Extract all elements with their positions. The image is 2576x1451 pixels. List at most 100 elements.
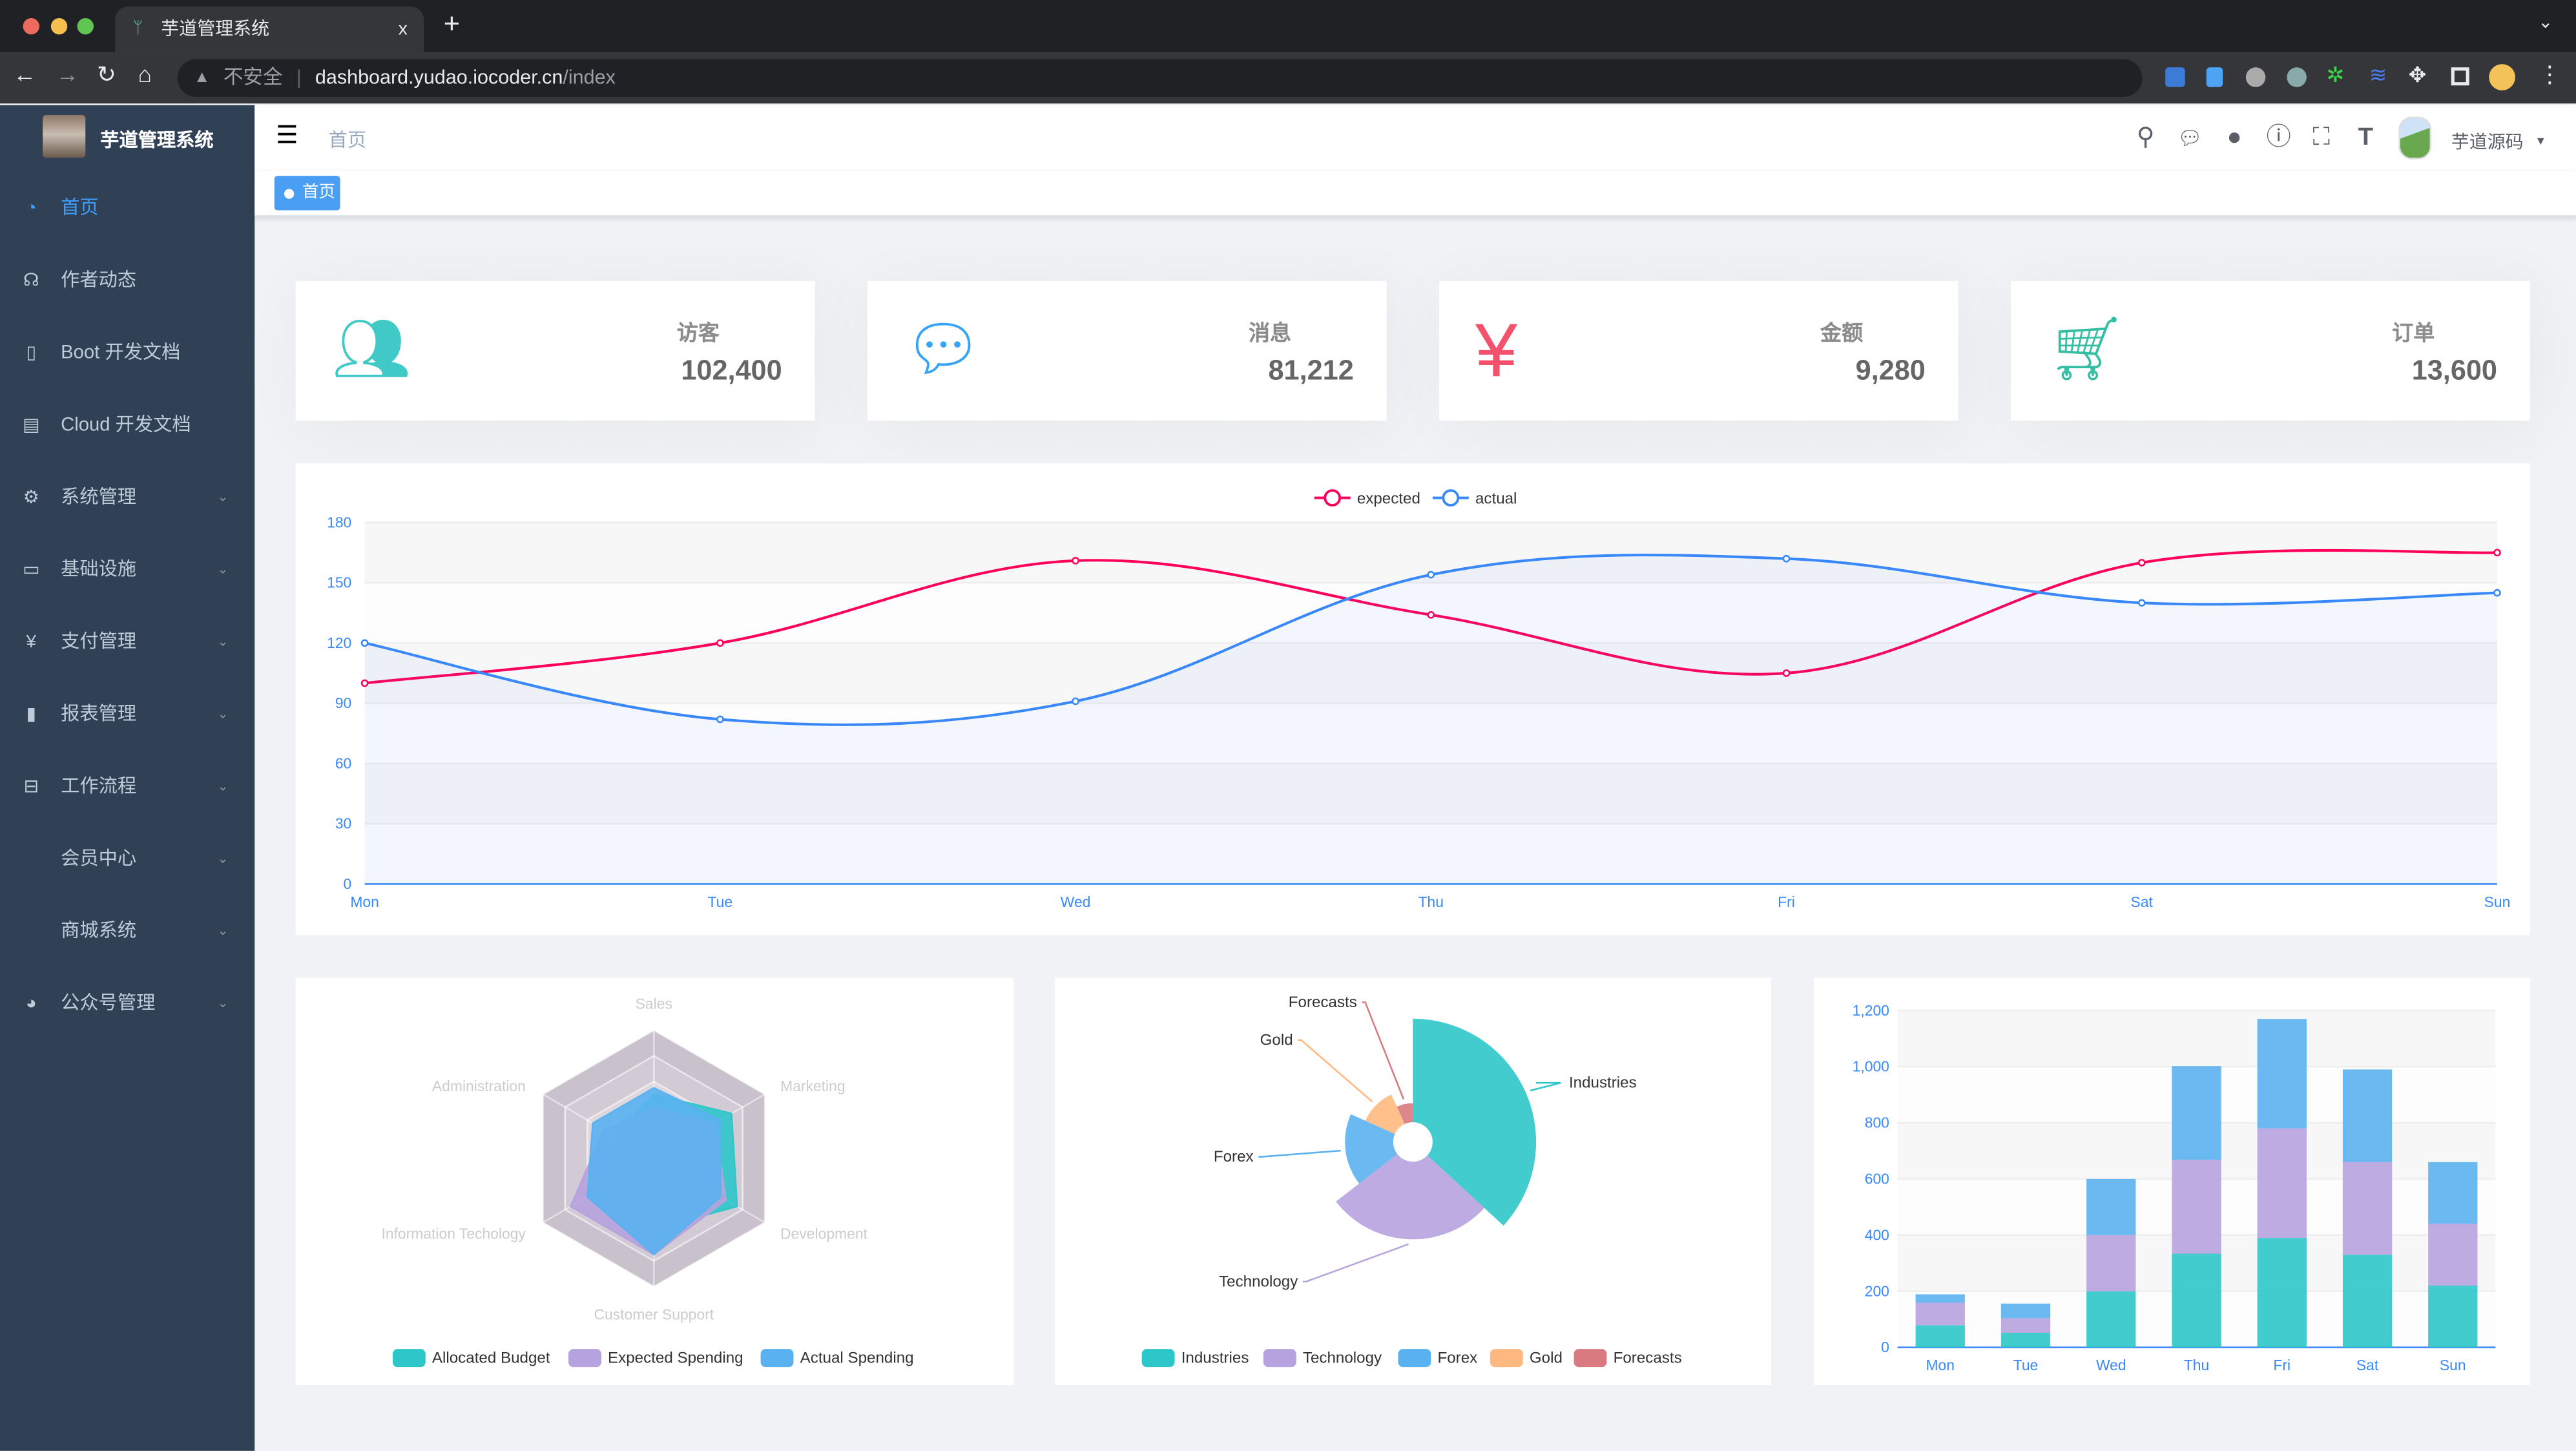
y-tick-label: 180 [327,514,351,530]
extension-icon[interactable] [2287,67,2307,87]
sidebar-item-10[interactable]: 商城系统 ⌄ [0,895,254,968]
stat-card-3[interactable]: 🛒︎ 订单 13,600 [2011,280,2530,421]
y-tick-label: 0 [344,875,352,892]
extension-icon[interactable] [2165,67,2185,87]
y-tick-label: 0 [1881,1339,1889,1355]
split-area [1897,1010,2496,1067]
bar-Fri-1 [2257,1128,2307,1238]
legend-swatch [1490,1349,1523,1368]
address-bar[interactable]: ▲ 不安全 | dashboard.yudao.iocoder.cn/index [177,59,2143,98]
x-tick-label: Sat [2356,1357,2379,1373]
y-tick-label: 400 [1865,1226,1889,1243]
sidebar-item-1[interactable]: ☊ 作者动态 [0,245,254,317]
line-chart-panel: 0 30 60 90 120 150 180 Mon Tue Wed Thu Fri Sat Sun exp… [295,463,2530,935]
close-tab-button[interactable]: x [398,19,408,40]
data-point-expected [2493,548,2501,557]
chevron-down-icon: ⌄ [217,634,229,649]
legend-swatch [1141,1349,1175,1368]
forward-icon[interactable]: → [56,61,79,87]
sidebar-item-3[interactable]: ▤ Cloud 开发文档 [0,390,254,462]
sidebar-item-4[interactable]: ⚙ 系统管理 ⌄ [0,462,254,534]
sidebar-item-2[interactable]: ▯ Boot 开发文档 [0,317,254,390]
close-window-button[interactable] [23,17,40,35]
tag-home[interactable]: 首页 [274,176,340,211]
user-name[interactable]: 芋道源码 [2451,133,2524,153]
x-tick-label: Mon [1926,1357,1955,1373]
sidebar-item-0[interactable]: ◔ 首页 [0,172,254,245]
search-icon[interactable]: ⚲ [2136,123,2155,151]
menu-icon[interactable]: ⋮ [2538,61,2562,87]
monitor-icon: ▭ [23,560,40,580]
stat-card-1[interactable]: 💬︎ 消息 81,212 [867,280,1387,421]
legend-label: Industries [1181,1350,1249,1367]
legend-label: Allocated Budget [432,1350,550,1367]
extension-icon[interactable] [2245,67,2266,87]
radar-indicator-label: Administration [432,1078,526,1094]
sidebar-item-11[interactable]: ◕ 公众号管理 ⌄ [0,968,254,1040]
bar-chart-icon: ▮ [26,705,37,725]
new-tab-button[interactable]: + [443,8,460,40]
chevron-down-icon: ⌄ [217,706,229,722]
bar-Thu-1 [2172,1160,2221,1254]
extension-icon[interactable]: ✲ [2326,62,2345,87]
pie-slice-Forecasts [1397,1103,1413,1124]
data-point-actual [360,639,369,647]
favicon-icon: ᛘ [133,19,143,38]
extension-icon[interactable] [2206,67,2223,87]
sidebar-item-8[interactable]: ⊟ 工作流程 ⌄ [0,751,254,823]
chevron-down-icon: ⌄ [217,561,229,577]
y-tick-label: 120 [327,634,351,651]
sidebar-item-5[interactable]: ▭ 基础设施 ⌄ [0,534,254,607]
active-dot-icon [284,189,295,199]
legend-label: Gold [1530,1350,1563,1367]
sidebar-item-label: 基础设施 [61,560,137,580]
github-icon[interactable]: ● [2227,123,2242,151]
caret-down-icon[interactable]: ▼ [2535,136,2547,148]
legend-label: Expected Spending [608,1350,743,1367]
line-chart: 0 30 60 90 120 150 180 Mon Tue Wed Thu Fri Sat Sun exp… [327,489,2510,910]
home-icon[interactable]: ⌂ [138,61,152,87]
profile-avatar[interactable] [2489,64,2515,90]
sidebar-item-6[interactable]: ¥ 支付管理 ⌄ [0,607,254,679]
fullscreen-icon[interactable]: ⛶ [2312,123,2331,151]
stat-card-2[interactable]: ¥ 金额 9,280 [1439,280,1958,421]
card-value: 13,600 [2411,355,2497,386]
y-tick-label: 150 [327,574,351,591]
help-icon[interactable]: ⓘ [2266,123,2291,151]
sidebar-item-9[interactable]: 会员中心 ⌄ [0,823,254,895]
tab-search-icon[interactable]: ⌄ [2537,13,2553,33]
y-tick-label: 600 [1865,1171,1889,1187]
reload-icon[interactable]: ↻ [97,61,116,87]
card-value: 81,212 [1268,355,1354,386]
hamburger-icon[interactable]: ☰ [276,121,298,150]
data-point-actual [1427,570,1435,579]
maximize-window-button[interactable] [77,17,94,35]
side-panel-icon[interactable] [2451,67,2469,86]
data-point-expected [1782,669,1791,677]
bar-Mon-0 [1915,1325,1965,1348]
y-tick-label: 30 [335,815,351,832]
extensions-puzzle-icon[interactable]: ✥ [2408,62,2427,87]
legend-label: actual [1475,490,1517,508]
stat-card-0[interactable]: 👥︎ 访客 102,400 [295,280,815,421]
browser-tab[interactable]: ᛘ 芋道管理系统 x [115,6,424,53]
radar-indicator-label: Information Techology [381,1226,526,1242]
sidebar-item-label: 报表管理 [61,705,137,725]
back-icon[interactable]: ← [13,61,36,87]
font-size-icon[interactable]: T [2358,123,2374,151]
data-point-expected [1427,611,1435,619]
minimize-window-button[interactable] [50,17,68,35]
legend-swatch [1263,1349,1296,1368]
legend-swatch [392,1349,426,1368]
radar-indicator-label: Development [780,1226,867,1242]
x-tick-label: Tue [2013,1357,2039,1373]
message-icon: 💬︎ [903,315,983,385]
radar-indicator-label: Sales [636,996,672,1012]
user-avatar[interactable] [2398,116,2432,160]
sidebar-item-label: 商城系统 [61,921,137,942]
bar-Thu-0 [2172,1253,2221,1348]
sidebar-item-7[interactable]: ▮ 报表管理 ⌄ [0,678,254,751]
message-icon[interactable]: 💬︎ [2177,126,2203,150]
extension-icon[interactable]: ≋ [2369,62,2387,87]
bar-Sat-1 [2342,1162,2393,1255]
